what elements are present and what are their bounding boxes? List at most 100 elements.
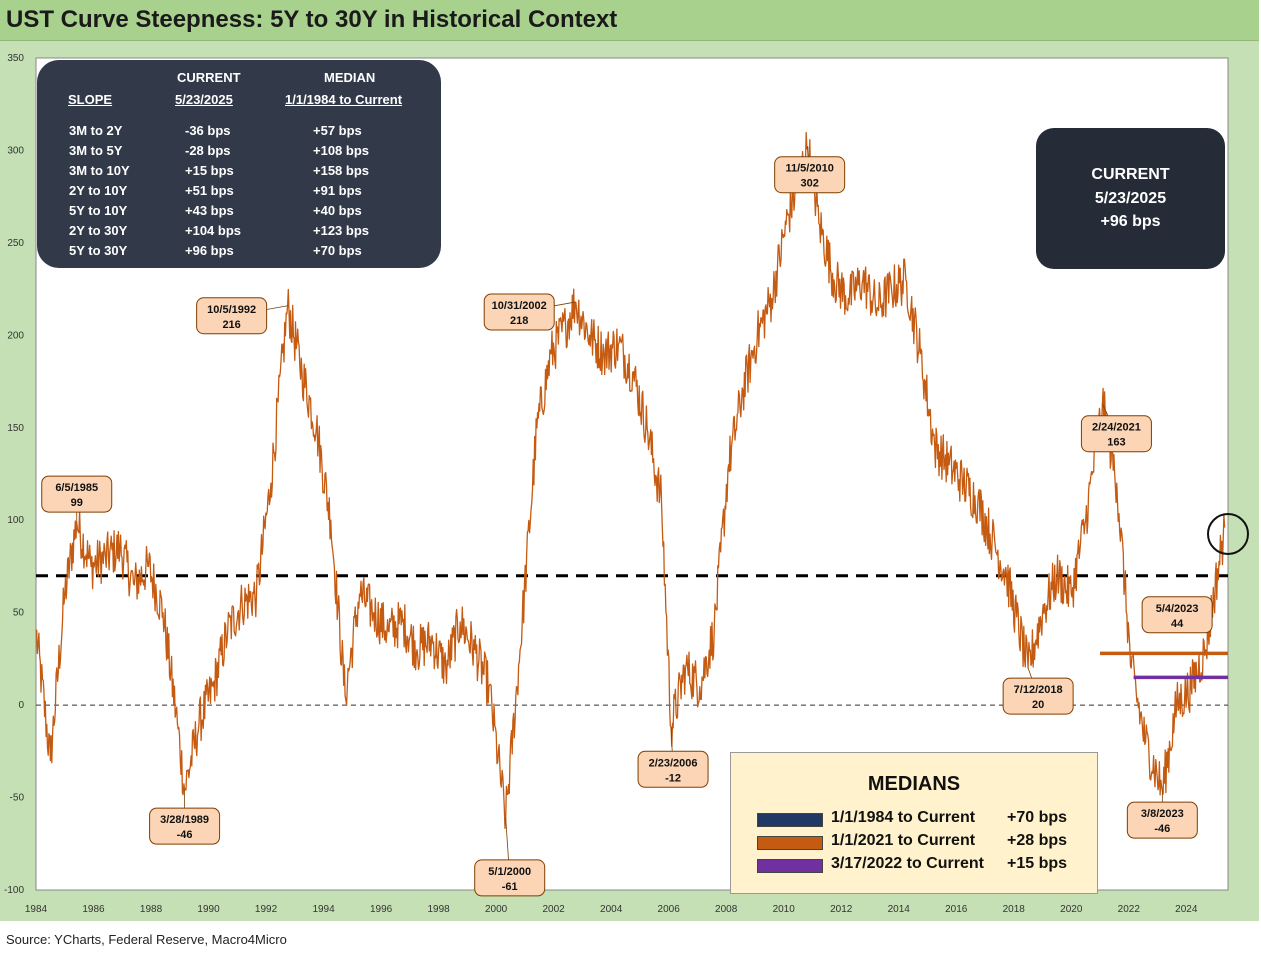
annotation-box — [483, 293, 555, 331]
x-tick-label: 2022 — [1118, 904, 1141, 915]
slope-row-median: +158 bps — [313, 163, 370, 178]
y-tick-label: 250 — [7, 238, 24, 249]
x-tick-label: 2018 — [1003, 904, 1026, 915]
x-tick-label: 2002 — [543, 904, 566, 915]
chart-title: UST Curve Steepness: 5Y to 30Y in Histor… — [6, 6, 618, 33]
annotation-value: 20 — [1032, 699, 1044, 711]
annotations: 6/5/1985 99 3/28/1989 -46 10/5/1992 216 5/1/20… — [41, 146, 1213, 897]
slope-row-slope: 2Y to 30Y — [69, 223, 128, 238]
slope-row-median: +70 bps — [313, 243, 362, 258]
annotation-box — [1141, 596, 1213, 634]
annotation-value: -12 — [665, 772, 681, 784]
median-value-2022: +15 bps — [1007, 855, 1068, 872]
y-tick-label: -100 — [4, 885, 24, 896]
x-tick-label: 2006 — [658, 904, 681, 915]
annotation-box — [637, 750, 709, 788]
title-bar: UST Curve Steepness: 5Y to 30Y in Histor… — [0, 0, 1259, 41]
series-line-5y-30y — [35, 131, 1226, 830]
annotation-box — [1080, 415, 1152, 453]
y-tick-label: 150 — [7, 423, 24, 434]
x-tick-label: 2010 — [773, 904, 796, 915]
annotation-value: 44 — [1171, 618, 1184, 630]
slope-row-median: +123 bps — [313, 223, 370, 238]
x-tick-label: 2008 — [715, 904, 738, 915]
y-tick-label: 0 — [18, 700, 24, 711]
y-axis-ticks: -100 -50 0 50 100 150 200 250 300 350 — [4, 53, 24, 896]
slope-row-current: +104 bps — [185, 223, 242, 238]
median-label-2021: 1/1/2021 to Current — [831, 832, 976, 849]
source-note: Source: YCharts, Federal Reserve, Macro4… — [6, 932, 287, 947]
annotation-value: -46 — [177, 829, 193, 841]
x-tick-label: 1990 — [197, 904, 220, 915]
annotation-value: -61 — [502, 881, 518, 893]
annotation-box — [474, 859, 546, 897]
x-tick-label: 1998 — [427, 904, 450, 915]
x-tick-label: 2014 — [888, 904, 911, 915]
x-tick-label: 1988 — [140, 904, 163, 915]
x-axis-ticks: 1984 1986 1988 1990 1992 1994 1996 1998 2000 2002… — [25, 904, 1198, 915]
slope-row-current: -28 bps — [185, 143, 231, 158]
legend-swatch-1984 — [757, 813, 823, 827]
median-label-2022: 3/17/2022 to Current — [831, 855, 984, 872]
annotation-box — [149, 807, 221, 845]
annotation-value: -46 — [1154, 823, 1170, 835]
annotation-date: 10/31/2002 — [492, 300, 547, 312]
annotation-date: 11/5/2010 — [785, 163, 833, 175]
annotation-date: 2/24/2021 — [1092, 422, 1141, 434]
header-current-bottom: 5/23/2025 — [175, 92, 233, 107]
median-value-1984: +70 bps — [1007, 809, 1068, 826]
slope-row-slope: 3M to 5Y — [69, 143, 123, 158]
current-label: CURRENT — [1091, 166, 1170, 183]
x-tick-label: 1984 — [25, 904, 48, 915]
annotation-date: 7/12/2018 — [1014, 684, 1063, 696]
slope-row-slope: 5Y to 10Y — [69, 203, 128, 218]
plot-area: -100 -50 0 50 100 150 200 250 300 350 1984 1986 198… — [4, 53, 1249, 915]
slope-row-slope: 2Y to 10Y — [69, 183, 128, 198]
y-tick-label: 300 — [7, 145, 24, 156]
y-tick-label: 200 — [7, 330, 24, 341]
slope-row-median: +108 bps — [313, 143, 370, 158]
annotation-box — [41, 475, 113, 513]
annotation-date: 5/1/2000 — [488, 866, 531, 878]
x-tick-label: 2024 — [1175, 904, 1198, 915]
x-tick-label: 1996 — [370, 904, 393, 915]
annotation-value: 218 — [510, 315, 528, 327]
median-value-2021: +28 bps — [1007, 832, 1068, 849]
annotation-value: 99 — [71, 497, 83, 509]
slope-row-current: +96 bps — [185, 243, 234, 258]
x-tick-label: 1986 — [82, 904, 105, 915]
series-group — [35, 131, 1226, 830]
slope-row-slope: 5Y to 30Y — [69, 243, 128, 258]
y-tick-label: 100 — [7, 515, 24, 526]
annotation-date: 3/28/1989 — [160, 814, 209, 826]
annotation-value: 216 — [222, 319, 240, 331]
annotation-box — [1126, 801, 1198, 839]
annotation-date: 5/4/2023 — [1156, 603, 1199, 615]
annotation-box — [1002, 677, 1074, 715]
slope-row-current: -36 bps — [185, 123, 231, 138]
header-median-top: MEDIAN — [324, 70, 376, 85]
annotation-box — [196, 297, 268, 335]
slope-table: CURRENT MEDIAN SLOPE 5/23/2025 1/1/1984 … — [37, 60, 441, 268]
x-tick-label: 2000 — [485, 904, 508, 915]
median-segments — [1100, 651, 1228, 680]
header-slope: SLOPE — [68, 92, 113, 107]
annotation-date: 10/5/1992 — [207, 304, 256, 316]
y-tick-label: 350 — [7, 53, 24, 64]
annotation-date: 6/5/1985 — [55, 482, 98, 494]
medians-legend: MEDIANS 1/1/1984 to Current +70 bps 1/1/… — [730, 752, 1098, 894]
header-median-bottom: 1/1/1984 to Current — [285, 92, 403, 107]
slope-row-median: +57 bps — [313, 123, 362, 138]
x-tick-label: 2016 — [945, 904, 968, 915]
median-label-1984: 1/1/1984 to Current — [831, 809, 976, 826]
y-tick-label: -50 — [10, 793, 25, 804]
x-tick-label: 2020 — [1060, 904, 1083, 915]
annotation-value: 302 — [800, 178, 818, 190]
x-tick-label: 1992 — [255, 904, 278, 915]
current-value-box: CURRENT 5/23/2025 +96 bps — [1036, 128, 1225, 269]
slope-row-median: +91 bps — [313, 183, 362, 198]
medians-title: MEDIANS — [867, 773, 961, 795]
slope-row-slope: 3M to 10Y — [69, 163, 130, 178]
y-tick-label: 50 — [13, 608, 25, 619]
slope-row-median: +40 bps — [313, 203, 362, 218]
